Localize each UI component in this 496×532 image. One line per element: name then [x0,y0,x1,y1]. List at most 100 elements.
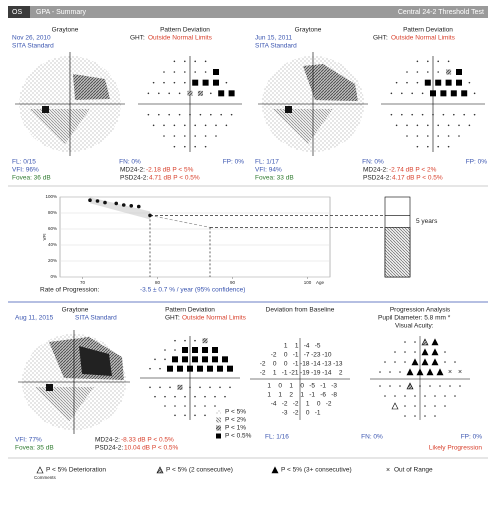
deviation-value: -13 [322,361,332,368]
deviation-value: -5 [315,343,321,350]
strategy: SITA Standard [12,43,54,50]
pa-dot [384,395,386,397]
pd-dot [184,81,186,84]
legend-symbol [216,433,221,439]
pd-square [440,90,447,97]
pd-dot [184,60,186,63]
pd-dot [447,135,450,137]
prog-triangle [426,368,434,376]
pd-label: Pattern Deviation [165,307,215,314]
pa-dot [424,415,426,417]
md-value: -2.18 dB P < 5% [146,167,194,174]
legend-item: Out of Range [394,467,433,474]
deviation-value: -2 [271,352,277,359]
pd-square [212,347,218,353]
deviation-value: -1 [282,370,288,377]
ght-label: GHT: [165,315,180,322]
deviation-value: -13 [333,361,343,368]
rate-value: -3.5 ± 0.7 % / year (95% confidence) [140,287,245,294]
strategy: SITA Standard [75,315,117,322]
y-tick-label: 40% [48,242,57,247]
deviation-value: 0 [278,383,282,390]
pd-dot [214,405,216,407]
deviation-value: -1 [293,361,299,368]
out-of-range-symbol: × [386,467,390,474]
pd-dot [437,135,440,137]
pd-square [430,90,436,97]
blind-spot [285,106,292,113]
deviation-value: -1 [309,392,315,399]
graytone-lower [273,109,333,144]
pd-square [192,79,199,86]
pd-dot [406,124,408,127]
fixation-losses: FL: 1/16 [265,434,289,441]
deviation-value: 1 [273,370,277,377]
pd-square [213,69,219,75]
pd-dot [427,145,429,148]
vfi: VFI: 77% [15,437,42,444]
prog-triangle [271,466,279,474]
pd-dot [225,124,228,127]
pd-dot [458,124,460,127]
pd-dot [453,113,455,116]
y-tick-label: 60% [48,226,57,231]
pd-dot [184,124,186,127]
deviation-value: 0 [284,352,288,359]
prog-triangle [421,338,429,346]
psd-label: PSD24-2: [120,175,148,182]
y-tick-label: 100% [45,194,57,199]
pd-legend-label: P < 5% [225,409,246,416]
pa-dot [404,395,406,397]
deviation-value: -14 [322,370,332,377]
pd-square [202,356,208,363]
pd-square [207,365,213,372]
pa-dot [424,405,426,407]
pd-dot [204,395,206,398]
pa-dot [414,395,416,397]
bar-projection [384,227,411,278]
pa-dot [449,385,451,387]
pd-dot [427,60,429,63]
result: Likely Progression [429,445,482,452]
pd-dot [164,405,166,407]
deviation-value: 1 [306,401,310,408]
pd-square [177,365,183,372]
vfi-point [148,213,152,218]
pa-dot [424,395,426,397]
pd-dot [147,113,150,116]
pa-dot [404,405,406,407]
deviation-value: 1 [278,392,282,399]
pd-dot [174,414,176,417]
prog-triangle [406,368,414,376]
pd-dot [442,113,445,116]
pd-square-light [202,338,208,344]
x-axis-label: Age [316,280,325,285]
pd-square [435,79,442,86]
pd-dot [437,71,440,73]
ght-result: Outside Normal Limits [391,35,456,42]
pupil: Pupil Diameter: 5.8 mm * [378,315,451,322]
pd-dot [184,145,186,148]
legend-symbol [216,409,221,415]
deviation-value: 0 [300,383,304,390]
pa-dot [404,415,406,417]
pa-dot [394,361,396,363]
pd-square [218,90,225,97]
deviation-value: 1 [295,343,299,350]
deviation-value: 1 [289,383,293,390]
deviation-value: -14 [311,361,321,368]
deviation-value: -2 [293,410,299,417]
pd-dot [194,135,196,137]
pd-square [202,79,209,86]
pd-square [456,79,462,86]
pa-dot [394,395,396,397]
prog-triangle [431,338,439,346]
pd-dot [184,405,186,407]
pd-dot [163,124,165,127]
pa-dot [394,351,396,353]
rate-label: Rate of Progression: [40,287,99,294]
pa-dot [434,415,436,417]
pd-dot [173,60,176,63]
pd-dot [194,71,196,73]
legend-symbol [216,425,221,431]
